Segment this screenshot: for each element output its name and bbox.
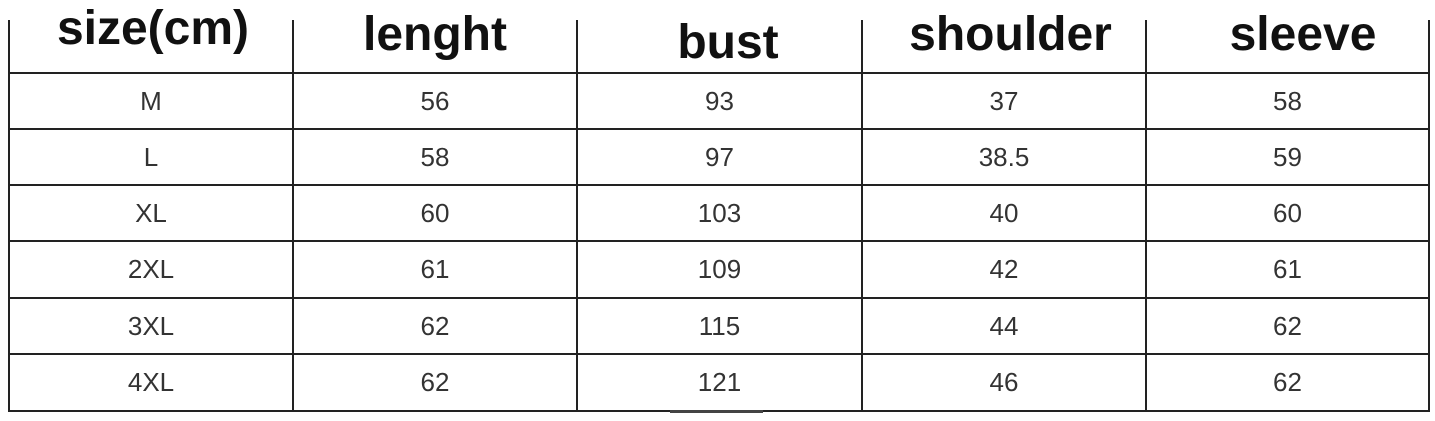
cell-size: 2XL — [127, 254, 175, 284]
cell-length: 62 — [420, 311, 450, 341]
table-row: 2XL 61 109 42 61 — [8, 242, 1430, 297]
header-shoulder: shoulder — [909, 7, 1112, 61]
cell-bust: 93 — [705, 86, 734, 116]
header-sleeve: sleeve — [1229, 7, 1377, 61]
cell-shoulder: 42 — [989, 254, 1019, 284]
cell-length: 62 — [420, 367, 450, 397]
column-divider — [576, 20, 578, 412]
cell-length: 61 — [420, 254, 450, 284]
cell-sleeve: 62 — [1273, 367, 1302, 397]
table-row: 3XL 62 115 44 62 — [8, 299, 1430, 354]
cell-shoulder: 38.5 — [978, 142, 1030, 172]
column-divider — [8, 20, 10, 412]
header-length: lenght — [363, 7, 507, 61]
table-row: 4XL 62 121 46 62 — [8, 355, 1430, 410]
cell-bust: 97 — [705, 142, 734, 172]
cell-bust: 115 — [698, 311, 741, 341]
cell-size: 4XL — [127, 367, 175, 397]
cell-shoulder: 44 — [989, 311, 1019, 341]
cell-length: 60 — [420, 198, 450, 228]
cell-shoulder: 40 — [989, 198, 1019, 228]
column-divider — [861, 20, 863, 412]
row-divider — [8, 72, 1430, 74]
column-divider — [1145, 20, 1147, 412]
cell-length: 56 — [420, 86, 450, 116]
table-row: M 56 93 37 58 — [8, 74, 1430, 129]
cell-sleeve: 60 — [1273, 198, 1302, 228]
row-divider — [8, 353, 1430, 355]
header-size: size(cm) — [56, 1, 250, 55]
cell-sleeve: 61 — [1273, 254, 1302, 284]
cell-size: M — [140, 86, 162, 116]
cell-bust: 103 — [697, 198, 742, 228]
row-divider — [8, 297, 1430, 299]
row-divider — [8, 184, 1430, 186]
cell-sleeve: 58 — [1273, 86, 1302, 116]
cell-size: L — [143, 142, 159, 172]
cell-size: 3XL — [127, 311, 175, 341]
column-divider — [1428, 20, 1430, 412]
cell-sleeve: 62 — [1273, 311, 1302, 341]
cell-shoulder: 46 — [989, 367, 1019, 397]
cell-size: XL — [135, 198, 167, 228]
table-row: L 58 97 38.5 59 — [8, 130, 1430, 185]
column-divider — [292, 20, 294, 412]
row-divider — [8, 128, 1430, 130]
cell-length: 58 — [420, 142, 450, 172]
underline-mark — [670, 410, 763, 413]
cell-shoulder: 37 — [989, 86, 1019, 116]
cell-bust: 109 — [697, 254, 742, 284]
cell-sleeve: 59 — [1273, 142, 1302, 172]
header-bust: bust — [677, 15, 779, 69]
cell-bust: 121 — [697, 367, 742, 397]
size-chart-table: size(cm) lenght bust shoulder sleeve M 56… — [8, 0, 1430, 412]
table-row: XL 60 103 40 60 — [8, 186, 1430, 241]
row-divider — [8, 240, 1430, 242]
